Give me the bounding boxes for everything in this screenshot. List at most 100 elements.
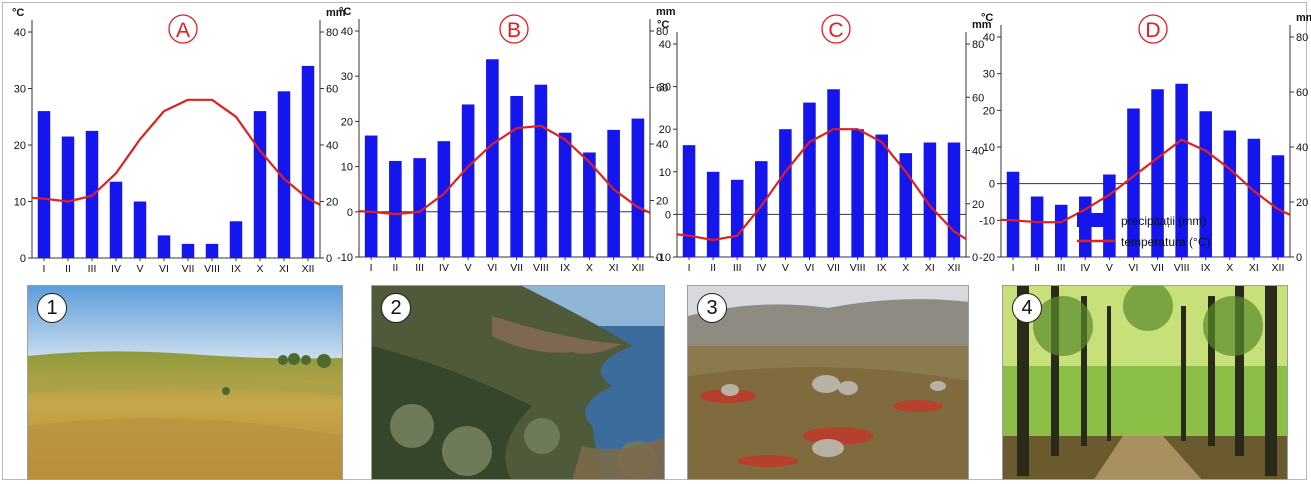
month-label: VII — [182, 263, 195, 275]
photo-badge: 1 — [37, 293, 67, 323]
left-tick-label: 0 — [20, 253, 26, 265]
precipitation-bar — [1151, 89, 1164, 257]
month-label: III — [733, 262, 742, 274]
right-tick-label: 20 — [326, 197, 338, 209]
month-label: X — [902, 262, 909, 274]
precipitation-bar — [730, 179, 744, 257]
precipitation-bar — [851, 129, 864, 257]
month-label: VIII — [204, 263, 220, 275]
month-label: VI — [159, 263, 169, 275]
month-label: I — [370, 262, 373, 274]
left-tick-label: 30 — [983, 69, 995, 81]
rocky-tundra-photo — [688, 286, 968, 479]
precipitation-bar — [558, 132, 572, 257]
precipitation-bar — [1054, 204, 1068, 257]
precipitation-bar — [133, 201, 147, 258]
steppe-grassland-photo — [28, 286, 342, 479]
precipitation-bar — [37, 111, 51, 258]
right-tick-label: 20 — [972, 199, 984, 211]
right-tick-label: 0 — [656, 252, 662, 264]
precipitation-bar — [157, 235, 171, 258]
month-label: VII — [1151, 262, 1164, 274]
month-label: IV — [1080, 262, 1090, 274]
month-label: III — [415, 262, 424, 274]
left-tick-label: 10 — [983, 142, 995, 154]
precipitation-bar — [899, 153, 913, 257]
precipitation-bar — [607, 129, 620, 257]
photo-3: 3 — [687, 285, 969, 480]
precipitation-bar — [205, 243, 219, 258]
left-tick-label: -10 — [337, 252, 353, 264]
right-tick-label: 80 — [656, 26, 668, 38]
precipitation-bar — [1271, 155, 1285, 257]
precipitation-bar — [1127, 108, 1140, 257]
precipitation-bar — [413, 158, 426, 257]
photo-2: 2 — [371, 285, 665, 480]
month-label: II — [392, 262, 398, 274]
precipitation-bar — [1247, 138, 1261, 257]
month-label: XI — [279, 263, 289, 275]
precipitation-bar — [181, 243, 195, 258]
right-tick-label: 60 — [326, 84, 338, 96]
month-label: VI — [487, 262, 497, 274]
left-tick-label: 20 — [341, 116, 353, 128]
precipitation-bar — [364, 135, 378, 257]
left-tick-label: 20 — [983, 105, 995, 117]
precipitation-bar — [631, 118, 645, 257]
month-label: VIII — [850, 262, 866, 274]
month-label: VI — [804, 262, 814, 274]
left-tick-label: 0 — [347, 207, 353, 219]
precipitation-bar — [923, 142, 937, 257]
deciduous-forest-photo — [1003, 286, 1287, 479]
chart-title-circle — [821, 14, 851, 44]
month-label: III — [1057, 262, 1066, 274]
month-label: IX — [560, 262, 570, 274]
temperature-line — [676, 128, 967, 242]
month-label: V — [465, 262, 472, 274]
left-tick-label: 30 — [659, 82, 671, 94]
right-tick-label: 40 — [326, 140, 338, 152]
left-tick-label: -10 — [655, 252, 671, 264]
month-label: XII — [948, 262, 961, 274]
legend-temperature-label: temperatura (°C) — [1121, 235, 1211, 249]
legend-bar-swatch — [1077, 213, 1115, 227]
precipitation-bar — [755, 161, 768, 257]
chart-title-circle — [499, 14, 529, 44]
precipitation-bar — [1223, 130, 1237, 257]
precipitation-bar — [61, 136, 75, 258]
chart-title: A — [176, 19, 190, 42]
left-tick-label: 20 — [14, 140, 26, 152]
month-label: II — [65, 263, 71, 275]
right-tick-label: 0 — [1296, 252, 1302, 264]
temperature-line — [1000, 138, 1291, 224]
month-label: V — [1106, 262, 1113, 274]
right-tick-label: 0 — [972, 252, 978, 264]
right-tick-label: 60 — [1296, 87, 1308, 99]
precipitation-bar — [534, 84, 548, 257]
month-label: IV — [756, 262, 766, 274]
precipitation-bar — [253, 111, 267, 258]
precipitation-bar — [1175, 83, 1188, 257]
left-tick-label: 40 — [14, 27, 26, 39]
photo-badge: 2 — [381, 293, 411, 323]
precipitation-bar — [583, 152, 596, 257]
left-tick-label: 30 — [14, 84, 26, 96]
left-tick-label: 20 — [659, 124, 671, 136]
month-label: XII — [302, 263, 315, 275]
month-label: IX — [1201, 262, 1211, 274]
precipitation-bar — [486, 59, 499, 257]
month-label: V — [782, 262, 789, 274]
left-axis-unit: °C — [12, 7, 24, 19]
month-label: I — [1012, 262, 1015, 274]
right-tick-label: 20 — [1296, 197, 1308, 209]
month-label: IV — [439, 262, 449, 274]
left-axis-unit: °C — [981, 12, 993, 24]
right-axis-unit: mm — [326, 7, 346, 19]
precipitation-bar — [229, 221, 243, 258]
month-label: XI — [609, 262, 619, 274]
right-tick-label: 40 — [1296, 142, 1308, 154]
month-label: VI — [1128, 262, 1138, 274]
right-axis-unit: mm — [1296, 12, 1311, 24]
precipitation-bar — [706, 171, 720, 257]
month-label: I — [688, 262, 691, 274]
